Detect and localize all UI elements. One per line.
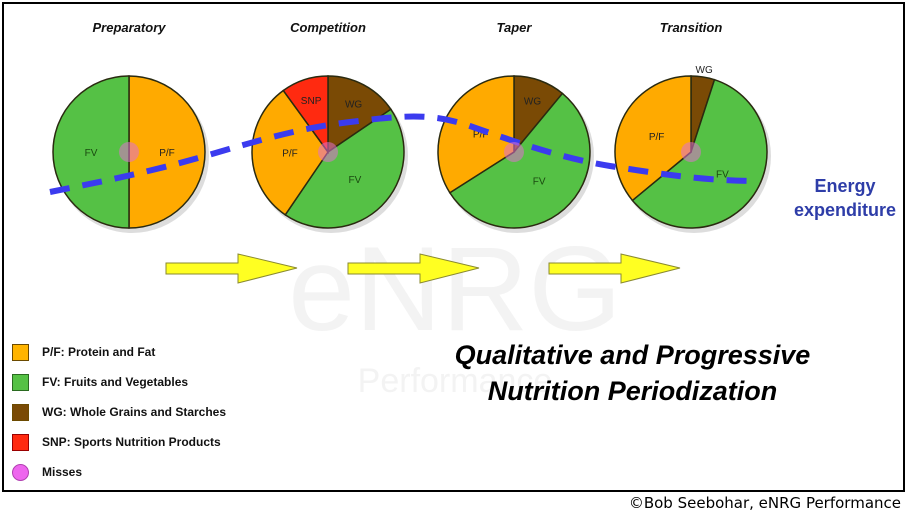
pie-slice-fv bbox=[448, 92, 591, 229]
title-line1: Qualitative and Progressive bbox=[454, 340, 811, 370]
slice-label: P/F bbox=[649, 132, 665, 143]
pie-title: Transition bbox=[660, 20, 723, 35]
legend-label: P/F: Protein and Fat bbox=[42, 345, 156, 359]
legend-swatch bbox=[12, 374, 29, 391]
pie-slice-pf bbox=[128, 75, 206, 229]
miss-dot bbox=[681, 142, 701, 162]
title-line2: Nutrition Periodization bbox=[487, 376, 778, 406]
pie-slice-snp bbox=[282, 75, 329, 155]
legend-swatch bbox=[12, 434, 29, 451]
pie-title: Taper bbox=[497, 20, 533, 35]
copyright-footer: ©Bob Seebohar, eNRG Performance bbox=[628, 494, 901, 512]
slice-label: FV bbox=[348, 175, 361, 186]
slice-label: WG bbox=[696, 65, 713, 76]
legend-swatch bbox=[12, 404, 29, 421]
pie-preparatory: Preparatory P/F FV bbox=[52, 20, 209, 233]
legend-label: Misses bbox=[42, 465, 83, 479]
miss-dot bbox=[318, 142, 338, 162]
watermark-logo: eNRG bbox=[288, 222, 621, 356]
slice-label: P/F bbox=[282, 149, 298, 160]
slice-label: FV bbox=[716, 169, 729, 180]
pie-competition: Competition WG FV P/F SNP bbox=[251, 20, 408, 233]
pie-taper: Taper WG FV P/F bbox=[437, 20, 594, 233]
legend-label: WG: Whole Grains and Starches bbox=[42, 405, 227, 419]
miss-dot bbox=[119, 142, 139, 162]
energy-expenditure-line bbox=[49, 113, 751, 195]
legend-swatch bbox=[12, 464, 29, 481]
energy-label-line2: expenditure bbox=[793, 200, 897, 220]
pie-slice-pf bbox=[437, 75, 515, 194]
slice-label: WG bbox=[345, 100, 362, 111]
slice-label: FV bbox=[85, 148, 98, 159]
slice-label: WG bbox=[524, 97, 541, 108]
watermark-subtext: Performance bbox=[358, 362, 553, 400]
slice-label: FV bbox=[533, 177, 546, 188]
pie-slice-pf bbox=[251, 89, 329, 216]
miss-dot bbox=[504, 142, 524, 162]
progression-arrow bbox=[548, 253, 681, 284]
energy-expenditure-label: Energy expenditure bbox=[786, 174, 904, 222]
legend-label: FV: Fruits and Vegetables bbox=[42, 375, 189, 389]
legend-swatch bbox=[12, 344, 29, 361]
progression-arrow bbox=[347, 253, 480, 284]
pie-title: Competition bbox=[290, 20, 366, 35]
pie-slice-fv bbox=[52, 75, 130, 229]
slice-label: P/F bbox=[159, 148, 175, 159]
pie-slice-wg bbox=[327, 75, 392, 154]
pie-title: Preparatory bbox=[93, 20, 167, 35]
slice-label: SNP bbox=[301, 96, 322, 107]
legend-label: SNP: Sports Nutrition Products bbox=[42, 435, 221, 449]
slice-label: P/F bbox=[473, 130, 489, 141]
energy-label-line1: Energy bbox=[814, 176, 876, 196]
pie-slice-fv bbox=[284, 108, 405, 229]
progression-arrow bbox=[165, 253, 298, 284]
pie-transition: Transition WG FV P/F bbox=[614, 20, 771, 233]
